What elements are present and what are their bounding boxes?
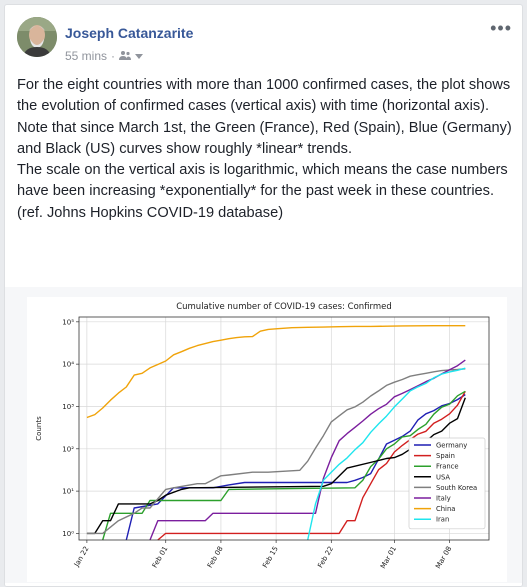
post-meta: 55 mins · <box>65 49 144 63</box>
author-name[interactable]: Joseph Catanzarite <box>65 25 194 41</box>
friends-icon[interactable] <box>119 49 132 63</box>
more-options-icon[interactable]: ••• <box>490 18 512 38</box>
chart-footer <box>5 583 522 586</box>
legend-label: Germany <box>436 442 467 450</box>
chevron-down-icon[interactable] <box>135 49 144 63</box>
post-text: For the eight countries with more than 1… <box>17 77 512 221</box>
series-line-usa <box>86 397 466 535</box>
y-tick-label: 10² <box>62 445 74 453</box>
y-tick-label: 10⁴ <box>62 361 74 369</box>
y-tick-label: 10⁰ <box>62 530 74 538</box>
legend-label: USA <box>436 473 450 481</box>
post-card: Joseph Catanzarite 55 mins · ••• For the… <box>4 4 523 587</box>
series-line-china <box>86 325 466 419</box>
series-line-spain <box>157 390 466 541</box>
y-axis-label: Counts <box>35 416 43 441</box>
legend-label: France <box>436 463 459 471</box>
avatar[interactable] <box>17 17 57 57</box>
y-tick-label: 10¹ <box>62 488 74 496</box>
post-time[interactable]: 55 mins <box>65 49 108 63</box>
legend-label: Spain <box>436 452 455 460</box>
chart-title: Cumulative number of COVID-19 cases: Con… <box>176 302 392 312</box>
legend-label: Iran <box>436 516 449 524</box>
y-tick-label: 10³ <box>62 403 74 411</box>
covid-chart: Cumulative number of COVID-19 cases: Con… <box>27 297 507 582</box>
series-line-france <box>102 390 466 541</box>
legend-label: Italy <box>436 495 451 503</box>
y-tick-label: 10⁵ <box>62 318 74 326</box>
series-line-south-korea <box>86 368 466 535</box>
separator-dot: · <box>111 49 116 63</box>
series-line-iran <box>307 367 466 541</box>
legend-box <box>408 437 486 530</box>
legend-label: China <box>436 505 455 513</box>
plot-frame <box>78 316 490 541</box>
legend-label: South Korea <box>436 484 477 492</box>
chart-image[interactable]: Cumulative number of COVID-19 cases: Con… <box>5 287 522 586</box>
